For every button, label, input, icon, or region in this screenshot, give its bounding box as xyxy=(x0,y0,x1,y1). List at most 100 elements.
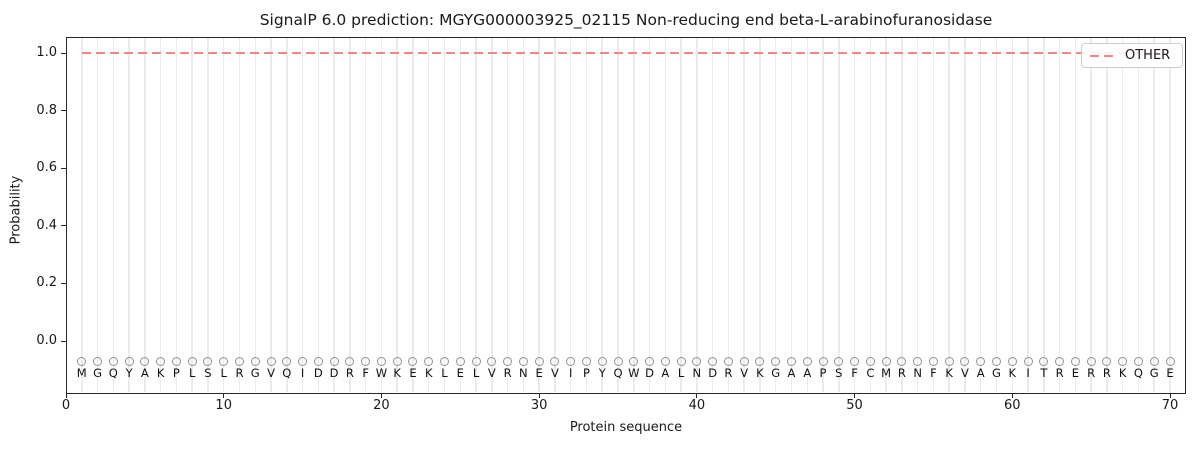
x-tick-label: 50 xyxy=(846,398,863,413)
gridline xyxy=(1090,38,1092,392)
x-tick-label: 60 xyxy=(1004,398,1021,413)
gridline xyxy=(680,38,682,392)
residue-marker-circle xyxy=(992,356,1001,366)
residue-marker-circle xyxy=(865,356,875,366)
residue-marker-circle xyxy=(156,356,166,366)
y-tick-label: 1.0 xyxy=(36,45,57,60)
gridline xyxy=(301,38,304,392)
gridline xyxy=(822,38,824,392)
gridline xyxy=(648,38,651,392)
residue-marker-circle xyxy=(1039,356,1049,366)
residue-marker-circle xyxy=(566,356,576,366)
gridline xyxy=(159,38,162,392)
residue-marker-circle xyxy=(928,356,938,366)
residue-letter: D xyxy=(313,366,323,380)
residue-letter: G xyxy=(1149,366,1159,380)
residue-marker-circle xyxy=(361,356,371,366)
gridline xyxy=(838,38,840,392)
plot-area xyxy=(66,37,1186,394)
residue-marker-circle xyxy=(171,356,181,366)
x-tick xyxy=(223,394,225,398)
residue-marker-circle xyxy=(613,356,623,366)
y-tick-label: 0.4 xyxy=(36,217,57,233)
residue-marker-circle xyxy=(376,356,386,366)
residue-marker-circle xyxy=(645,356,655,366)
gridline xyxy=(396,38,398,392)
residue-marker-circle xyxy=(897,356,907,366)
residue-marker-circle xyxy=(786,356,796,366)
gridline xyxy=(569,38,572,392)
gridline xyxy=(964,38,966,392)
x-axis-title: Protein sequence xyxy=(569,420,683,435)
gridline xyxy=(1058,38,1061,392)
residue-letter: F xyxy=(851,366,858,380)
gridline xyxy=(585,38,588,392)
gridline xyxy=(96,38,99,392)
gridline xyxy=(932,38,935,392)
residue-letter: D xyxy=(329,366,339,380)
residue-letter: R xyxy=(345,366,354,380)
y-tick xyxy=(61,52,66,54)
gridline xyxy=(254,38,256,392)
gridline xyxy=(270,38,272,392)
x-tick xyxy=(380,394,382,398)
residue-letter: I xyxy=(1026,366,1030,380)
gridline xyxy=(333,38,335,392)
residue-marker-circle xyxy=(629,356,639,366)
gridline xyxy=(506,38,509,392)
legend-label: OTHER xyxy=(1125,48,1171,63)
gridline xyxy=(286,38,288,392)
residue-letter: F xyxy=(930,366,937,380)
residue-marker-circle xyxy=(503,356,513,366)
residue-letter: N xyxy=(692,366,702,380)
gridline xyxy=(538,38,540,392)
gridline xyxy=(380,38,383,392)
gridline xyxy=(459,38,462,392)
gridline xyxy=(81,38,83,392)
residue-marker-circle xyxy=(282,356,292,366)
gridline xyxy=(128,38,130,392)
residue-marker-circle xyxy=(976,356,986,366)
residue-letter: A xyxy=(140,366,149,380)
gridline xyxy=(759,38,761,392)
residue-marker-circle xyxy=(440,356,449,366)
residue-letter: I xyxy=(300,366,305,380)
residue-letter: E xyxy=(535,366,543,380)
gridline xyxy=(1011,38,1014,392)
residue-letter: K xyxy=(756,366,764,380)
residue-letter: Q xyxy=(282,366,292,380)
gridline xyxy=(1027,38,1029,392)
residue-letter: K xyxy=(156,366,165,380)
residue-letter: R xyxy=(1102,366,1111,380)
gridline xyxy=(633,38,635,392)
gridline xyxy=(238,38,241,392)
y-tick xyxy=(61,282,66,284)
residue-letter: V xyxy=(961,366,969,380)
gridline xyxy=(427,38,430,392)
gridline xyxy=(1153,38,1155,392)
gridline xyxy=(175,38,178,392)
gridline xyxy=(948,38,950,392)
gridline xyxy=(995,38,998,392)
residue-letter: K xyxy=(424,366,433,380)
residue-letter: L xyxy=(677,366,685,380)
residue-letter: D xyxy=(645,366,654,380)
residue-letter: L xyxy=(472,366,480,380)
y-tick-label: 0.8 xyxy=(36,102,57,118)
legend-dashed-line-icon xyxy=(1090,54,1117,57)
gridline xyxy=(554,38,556,392)
gridline xyxy=(790,38,793,392)
residue-letter: K xyxy=(1008,366,1017,380)
residue-letter: A xyxy=(976,366,985,380)
x-tick-label: 0 xyxy=(61,398,71,413)
residue-letter: M xyxy=(881,366,892,380)
residue-marker-circle xyxy=(203,356,213,366)
x-tick xyxy=(65,394,67,398)
gridline xyxy=(1169,38,1171,392)
residue-marker-circle xyxy=(77,356,87,366)
residue-letter: G xyxy=(771,366,781,380)
residue-marker-circle xyxy=(550,356,560,366)
x-tick xyxy=(1169,394,1171,398)
residue-marker-circle xyxy=(1149,356,1159,366)
